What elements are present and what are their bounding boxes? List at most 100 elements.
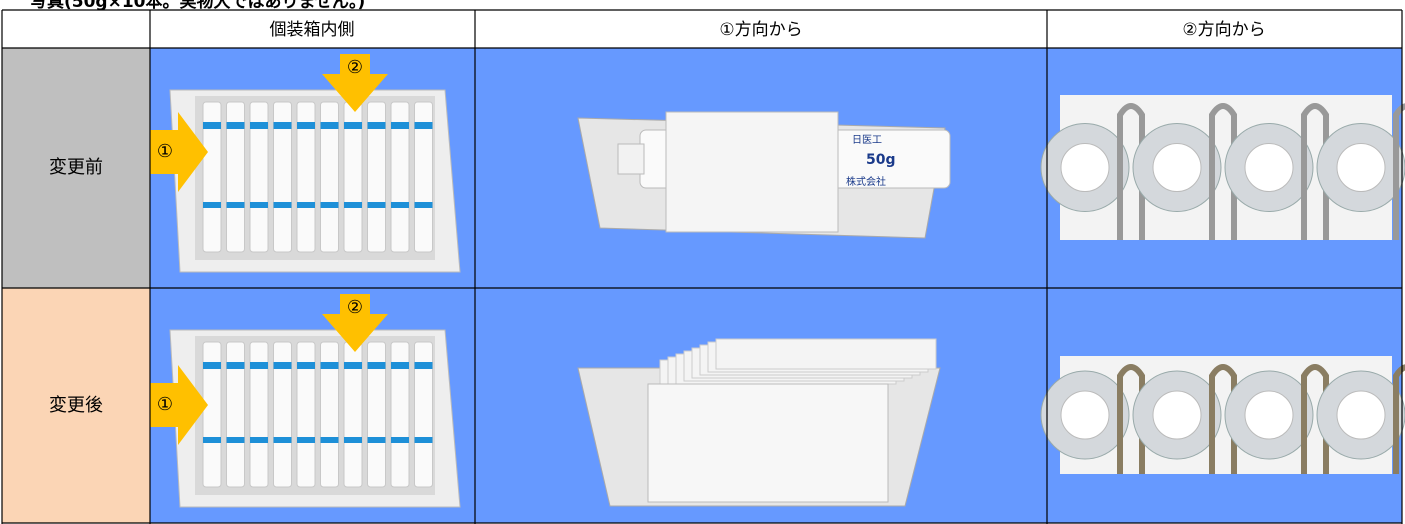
tube-band xyxy=(226,202,245,208)
tube-band xyxy=(367,437,386,443)
tube xyxy=(390,341,410,488)
tube-band xyxy=(297,362,315,369)
tube xyxy=(202,341,222,488)
tube-band xyxy=(414,362,433,369)
tube-band xyxy=(391,122,409,129)
tube xyxy=(226,341,245,488)
arrow-label: ① xyxy=(157,141,173,162)
sleeve xyxy=(647,383,889,503)
tube xyxy=(273,101,292,253)
tube xyxy=(296,341,316,488)
tube-band xyxy=(391,437,409,443)
tube-band xyxy=(226,362,245,369)
tube-band xyxy=(250,362,268,369)
tube-band xyxy=(226,122,245,129)
header-cell: 個装箱内側 xyxy=(270,20,355,40)
tube-band xyxy=(344,437,362,443)
row-label: 変更前 xyxy=(49,157,103,178)
tube xyxy=(320,341,339,488)
tube-cap xyxy=(1244,143,1294,192)
tube-band xyxy=(273,362,292,369)
sleeve-fold xyxy=(1393,103,1405,240)
arrow-down xyxy=(322,54,388,112)
tube-band xyxy=(367,122,386,129)
tube-band xyxy=(273,122,292,129)
tube-band xyxy=(320,202,339,208)
header-cell: ①方向から xyxy=(719,20,802,40)
tube-band xyxy=(391,202,409,208)
arrow-down xyxy=(322,294,388,352)
tube-band xyxy=(414,437,433,443)
tube-band xyxy=(391,362,409,369)
tube-cap xyxy=(617,143,645,175)
arrow-label: ① xyxy=(157,394,173,415)
tube-band xyxy=(367,362,386,369)
sleeve-fold xyxy=(1117,364,1145,474)
tube-band xyxy=(320,362,339,369)
tube xyxy=(249,341,269,488)
header-row xyxy=(2,10,1402,48)
tube xyxy=(226,101,245,253)
sleeve xyxy=(665,111,839,233)
tube xyxy=(367,341,386,488)
sleeve-fold xyxy=(1301,103,1329,240)
tube xyxy=(249,101,269,253)
tube-band xyxy=(250,202,268,208)
tube-cap xyxy=(1152,143,1202,192)
tube-band xyxy=(203,202,221,208)
sleeve-fold xyxy=(1209,103,1237,240)
header-cell: ②方向から xyxy=(1182,20,1265,40)
tube-cap xyxy=(1244,390,1294,440)
tube-cap xyxy=(1060,143,1110,192)
tube-band xyxy=(250,122,268,129)
tube-band xyxy=(273,202,292,208)
tube xyxy=(414,341,433,488)
tube-band xyxy=(250,437,268,443)
tube-band xyxy=(297,202,315,208)
tube xyxy=(414,101,433,253)
tube-band xyxy=(226,437,245,443)
tube-band xyxy=(414,122,433,129)
arrow-right xyxy=(150,112,208,192)
tube-band xyxy=(320,122,339,129)
tube-band xyxy=(320,437,339,443)
tube-cap xyxy=(1336,143,1386,192)
tube-band xyxy=(203,362,221,369)
tube-band xyxy=(344,202,362,208)
caption: 写真(50g×10本。実物大ではありません。) xyxy=(30,0,365,12)
tube-band xyxy=(297,122,315,129)
tube-band xyxy=(367,202,386,208)
tube-band xyxy=(414,202,433,208)
tube xyxy=(390,101,410,253)
table-borders xyxy=(1,9,1403,524)
tube-band xyxy=(273,437,292,443)
tube xyxy=(296,101,316,253)
row-label-cell xyxy=(2,48,150,288)
tube-edge xyxy=(715,338,937,370)
sleeve-fold xyxy=(1393,364,1405,474)
row-label: 変更後 xyxy=(49,395,103,416)
tube-text: 50g xyxy=(866,152,896,168)
tube-band xyxy=(344,122,362,129)
sleeve-fold xyxy=(1117,103,1145,240)
tube-band xyxy=(203,437,221,443)
tube-band xyxy=(344,362,362,369)
tube-cap xyxy=(1336,390,1386,440)
tube xyxy=(367,101,386,253)
photos: ② ① 日医工 50g 株式会社 ② ① xyxy=(150,54,1405,508)
sleeve-fold xyxy=(1209,364,1237,474)
tube-band xyxy=(203,122,221,129)
arrow-right xyxy=(150,365,208,445)
tube-band xyxy=(297,437,315,443)
tube xyxy=(320,101,339,253)
tube-text: 日医工 xyxy=(852,134,882,146)
arrow-label: ② xyxy=(347,297,363,318)
sleeve-fold xyxy=(1301,364,1329,474)
tube xyxy=(202,101,222,253)
arrow-label: ② xyxy=(347,57,363,78)
tube-text: 株式会社 xyxy=(846,175,886,188)
row-label-cell xyxy=(2,288,150,523)
tube-cap xyxy=(1152,390,1202,440)
